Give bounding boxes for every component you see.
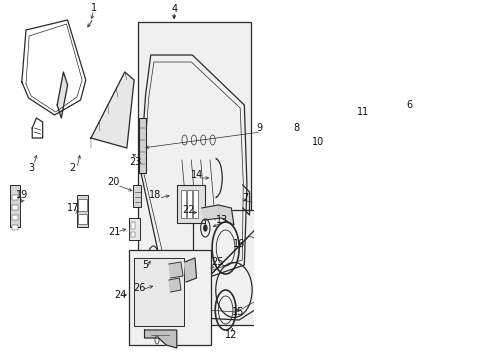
Circle shape bbox=[151, 252, 155, 258]
Bar bbox=[193, 190, 198, 218]
Bar bbox=[131, 222, 134, 229]
Bar bbox=[138, 22, 250, 297]
Bar bbox=[12, 215, 18, 220]
Bar bbox=[133, 185, 141, 207]
Bar bbox=[79, 214, 87, 224]
Text: 1: 1 bbox=[90, 3, 97, 13]
Bar bbox=[131, 232, 134, 237]
Bar bbox=[10, 185, 20, 227]
Text: 3: 3 bbox=[28, 163, 34, 173]
Text: 20: 20 bbox=[107, 177, 119, 187]
Bar bbox=[134, 258, 183, 326]
Polygon shape bbox=[300, 72, 308, 112]
Bar bbox=[176, 185, 205, 223]
Text: 17: 17 bbox=[66, 203, 79, 213]
Polygon shape bbox=[218, 205, 233, 225]
Polygon shape bbox=[297, 90, 307, 125]
Text: 9: 9 bbox=[256, 123, 263, 133]
Bar bbox=[12, 195, 18, 200]
Text: 14: 14 bbox=[191, 170, 203, 180]
Text: 5: 5 bbox=[142, 260, 148, 270]
Bar bbox=[181, 190, 185, 218]
Polygon shape bbox=[169, 278, 181, 292]
Bar bbox=[79, 199, 87, 211]
Text: 24: 24 bbox=[114, 290, 126, 300]
Text: 21: 21 bbox=[108, 227, 121, 237]
Polygon shape bbox=[201, 205, 221, 220]
Text: 25: 25 bbox=[211, 257, 223, 267]
Polygon shape bbox=[57, 72, 67, 118]
Bar bbox=[129, 250, 211, 345]
Text: 26: 26 bbox=[133, 283, 145, 293]
Bar bbox=[129, 218, 140, 240]
Text: 4: 4 bbox=[171, 4, 177, 14]
Text: 11: 11 bbox=[356, 107, 368, 117]
Text: 6: 6 bbox=[406, 100, 412, 110]
Bar bbox=[12, 205, 18, 210]
Polygon shape bbox=[332, 42, 373, 82]
Text: 18: 18 bbox=[148, 190, 161, 200]
Polygon shape bbox=[184, 258, 196, 282]
Text: 15: 15 bbox=[231, 307, 244, 317]
Bar bbox=[139, 118, 145, 173]
Text: 2: 2 bbox=[69, 163, 76, 173]
Circle shape bbox=[203, 225, 206, 231]
Text: 10: 10 bbox=[311, 137, 324, 147]
Text: 16: 16 bbox=[233, 239, 245, 249]
Text: 8: 8 bbox=[293, 123, 299, 133]
Circle shape bbox=[397, 102, 400, 108]
Bar bbox=[193, 210, 270, 325]
Polygon shape bbox=[144, 330, 176, 348]
Bar bbox=[77, 195, 88, 227]
Polygon shape bbox=[91, 72, 134, 148]
Text: 13: 13 bbox=[216, 215, 228, 225]
Text: 7: 7 bbox=[242, 193, 248, 203]
Text: 23: 23 bbox=[129, 157, 141, 167]
Text: 12: 12 bbox=[224, 330, 237, 340]
Text: 19: 19 bbox=[16, 190, 28, 200]
Text: 22: 22 bbox=[182, 205, 194, 215]
Bar bbox=[12, 225, 18, 230]
Bar bbox=[187, 190, 191, 218]
Polygon shape bbox=[169, 262, 183, 278]
